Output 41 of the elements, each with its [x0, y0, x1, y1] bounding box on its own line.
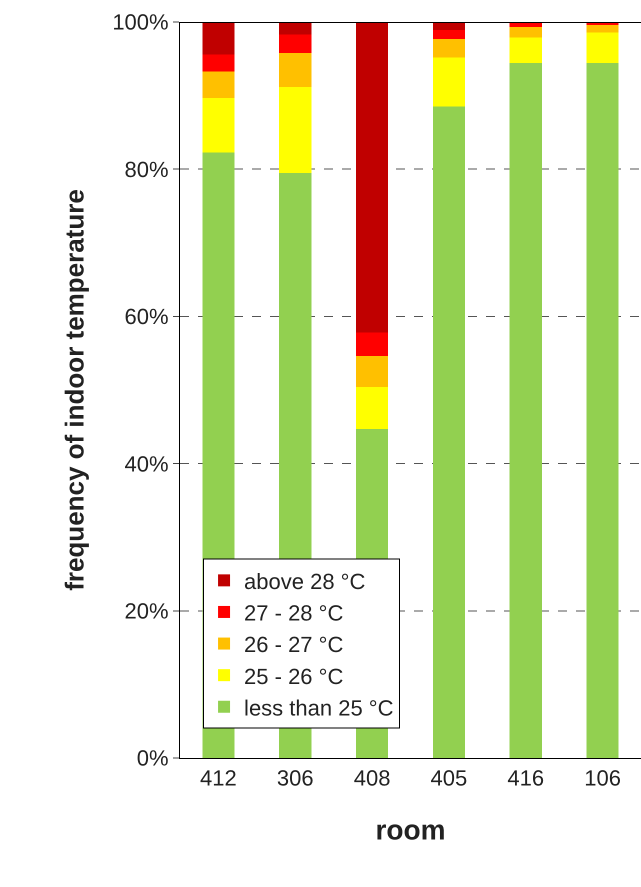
x-tick-label: 408 — [354, 765, 390, 790]
legend-label: 25 - 26 °C — [244, 664, 344, 689]
bar — [279, 34, 312, 53]
x-tick-label: 416 — [507, 765, 544, 790]
bar — [356, 387, 388, 430]
bar — [510, 63, 542, 758]
bar — [202, 71, 235, 98]
x-tick-label: 405 — [430, 765, 468, 790]
x-tick-label: 106 — [584, 765, 621, 790]
legend-label: 27 - 28 °C — [244, 600, 344, 626]
y-axis-title: frequency of indoor temperature — [60, 189, 90, 591]
legend-label: 26 - 27 °C — [244, 632, 344, 658]
bar — [279, 86, 312, 173]
y-tick-label: 80% — [124, 156, 169, 182]
bar — [356, 332, 388, 356]
bar — [279, 22, 312, 35]
bar — [432, 106, 466, 758]
bar — [432, 30, 466, 39]
y-tick-label: 100% — [112, 10, 169, 35]
bar — [432, 38, 466, 58]
bar — [279, 52, 312, 87]
bar — [586, 32, 619, 64]
x-axis-title: room — [376, 814, 446, 846]
bar — [356, 356, 388, 388]
y-tick-label: 40% — [124, 451, 169, 476]
bar — [432, 57, 466, 107]
bar — [510, 27, 542, 38]
x-tick-label: 412 — [200, 765, 237, 790]
bar — [586, 24, 619, 32]
bar — [510, 37, 542, 64]
bar — [586, 63, 619, 758]
bar — [202, 54, 235, 72]
y-tick-label: 0% — [136, 746, 169, 771]
x-tick-label: 306 — [276, 765, 314, 790]
legend-label: less than 25 °C — [244, 695, 394, 720]
bar — [202, 98, 235, 152]
bar — [202, 22, 235, 54]
y-tick-label: 60% — [124, 304, 169, 330]
y-tick-label: 20% — [124, 598, 169, 624]
bar — [356, 22, 388, 333]
legend-label: above 28 °C — [244, 568, 366, 594]
